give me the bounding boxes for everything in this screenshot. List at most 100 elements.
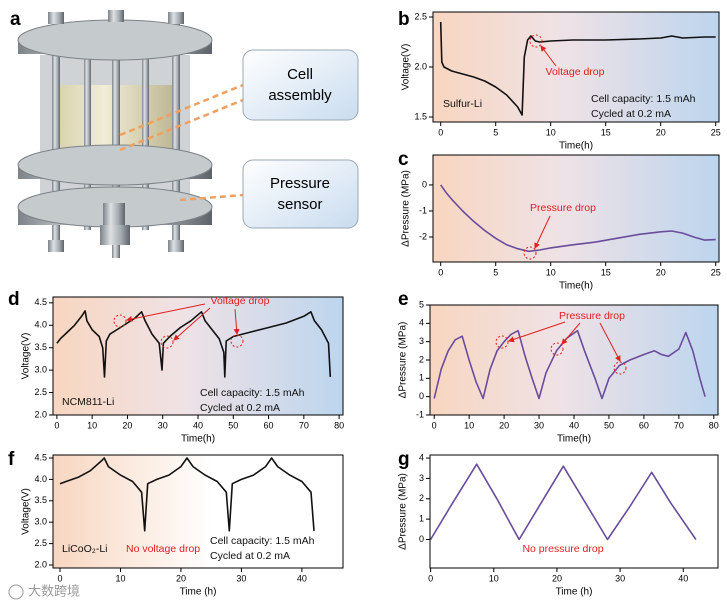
y-axis-label: Voltage(V): [21, 488, 32, 535]
panel-label: a: [10, 9, 21, 30]
annotation: Voltage drop: [211, 295, 270, 307]
x-axis-label: Time(h): [181, 434, 215, 445]
x-tick-label: 20: [122, 420, 132, 430]
y-tick-label: -1: [419, 205, 427, 215]
y-axis-label: ΔPressure (MPa): [398, 473, 409, 550]
highlight-circle: [230, 334, 244, 348]
x-tick-label: 40: [193, 420, 203, 430]
x-tick-label: 40: [569, 420, 579, 430]
y-axis-label: Voltage(V): [21, 333, 32, 380]
highlight-circle: [613, 361, 627, 375]
data-line: [433, 329, 706, 400]
y-tick-label: 2.0: [414, 61, 427, 71]
x-tick-label: 10: [546, 267, 556, 277]
y-tick-label: 3: [419, 336, 424, 346]
y-tick-label: 4.5: [34, 297, 47, 307]
y-axis-label: ΔPressure (MPa): [401, 170, 412, 247]
x-tick-label: 25: [711, 127, 721, 137]
highlight-circle: [523, 246, 537, 260]
plot-background: [430, 455, 718, 568]
highlight-circle: [550, 342, 564, 356]
x-tick-label: 80: [709, 420, 719, 430]
y-axis-label: Voltage(V): [401, 44, 412, 91]
panel-label: f: [8, 449, 15, 470]
y-tick-label: 1: [419, 514, 424, 524]
x-tick-label: 60: [639, 420, 649, 430]
x-tick-label: 80: [334, 420, 344, 430]
y-tick-label: 2.5: [34, 387, 47, 397]
y-tick-label: 0: [419, 391, 424, 401]
y-tick-label: 2: [419, 493, 424, 503]
y-tick-label: 2.5: [414, 11, 427, 21]
x-tick-label: 10: [115, 573, 125, 583]
box-label: sensor: [277, 196, 322, 213]
y-tick-label: 3.0: [34, 517, 47, 527]
x-tick-label: 70: [674, 420, 684, 430]
annotation: LiCoO₂-Li: [62, 543, 108, 555]
plot-frame: [429, 304, 719, 416]
x-tick-label: 20: [499, 420, 509, 430]
plot-frame: [52, 454, 344, 569]
x-tick-label: 15: [601, 267, 611, 277]
x-axis-label: Time (h): [180, 587, 217, 598]
plot-background: [53, 297, 343, 415]
box-label: Pressure: [270, 175, 330, 192]
y-tick-label: 5: [419, 299, 424, 309]
plot-frame: [432, 154, 720, 263]
annotation: Cell capacity: 1.5 mAh: [591, 93, 696, 105]
annotation: Cycled at 0.2 mA: [210, 550, 290, 562]
x-tick-label: 30: [236, 573, 246, 583]
plot-background: [433, 12, 719, 122]
data-line: [439, 21, 716, 116]
panel-label: g: [398, 449, 410, 470]
plot-frame: [432, 11, 720, 123]
x-tick-label: 60: [264, 420, 274, 430]
annotation-arrow: [508, 321, 566, 343]
plot-background: [430, 305, 718, 415]
x-tick-label: 0: [438, 127, 443, 137]
data-line: [56, 310, 332, 378]
y-tick-label: -1: [416, 409, 424, 419]
x-tick-label: 70: [299, 420, 309, 430]
x-tick-label: 50: [604, 420, 614, 430]
x-tick-label: 0: [438, 267, 443, 277]
y-tick-label: 2.0: [34, 559, 47, 569]
annotation-arrow: [540, 45, 557, 67]
highlight-circle: [495, 335, 509, 349]
highlight-circle: [113, 314, 127, 328]
y-tick-label: 3: [419, 473, 424, 483]
panel-label: e: [398, 289, 409, 310]
x-tick-label: 0: [54, 420, 59, 430]
plot-frame: [429, 454, 719, 569]
x-axis-label: Time (h): [556, 587, 593, 598]
x-tick-label: 5: [493, 267, 498, 277]
box-label: assembly: [268, 87, 332, 104]
y-tick-label: 4.0: [34, 320, 47, 330]
y-tick-label: 1.5: [414, 111, 427, 121]
y-tick-label: 4.0: [34, 474, 47, 484]
plot-frame: [52, 296, 344, 416]
x-tick-label: 40: [297, 573, 307, 583]
box-label: Cell: [287, 66, 313, 83]
y-axis-label: ΔPressure (MPa): [398, 322, 409, 399]
data-line: [440, 184, 716, 253]
x-tick-label: 5: [493, 127, 498, 137]
annotation: Sulfur-Li: [443, 98, 482, 110]
panel-label: b: [398, 9, 410, 30]
x-tick-label: 25: [711, 267, 721, 277]
annotation-arrow: [173, 307, 211, 341]
x-tick-label: 30: [534, 420, 544, 430]
device-illustration: Cell assembly Pressure sensor: [17, 10, 359, 258]
x-tick-label: 10: [546, 127, 556, 137]
y-tick-label: 1: [419, 373, 424, 383]
x-tick-label: 0: [58, 573, 63, 583]
x-tick-label: 10: [464, 420, 474, 430]
y-tick-label: 2: [419, 354, 424, 364]
y-tick-label: 4: [419, 318, 424, 328]
x-tick-label: 20: [552, 573, 562, 583]
y-tick-label: 3.5: [34, 342, 47, 352]
annotation-arrow: [561, 322, 581, 345]
y-tick-label: 4: [419, 452, 424, 462]
annotation: No voltage drop: [126, 543, 200, 555]
highlight-circle: [529, 34, 543, 48]
